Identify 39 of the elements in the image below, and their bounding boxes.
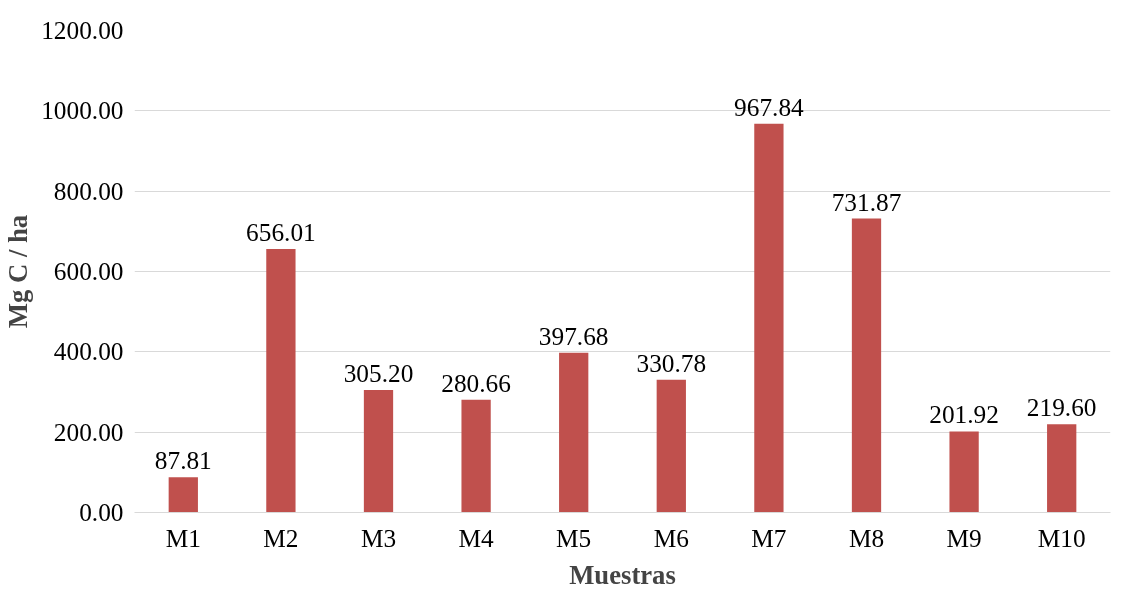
x-tick-label: M9 [946,523,982,552]
data-label: 967.84 [734,92,805,121]
bar [168,477,198,513]
data-label: 731.87 [831,187,902,216]
data-label: 330.78 [636,348,707,377]
y-tick-label: 600.00 [53,257,124,285]
bar [754,123,784,513]
y-tick-label: 200.00 [53,417,124,446]
x-tick-label: M2 [263,523,299,552]
y-tick-label: 800.00 [53,176,124,205]
data-label: 201.92 [929,400,999,429]
x-tick-label: M6 [653,523,689,552]
x-tick-label: M4 [458,523,495,552]
x-axis-title: Muestras [569,559,676,590]
bar [656,379,686,513]
bar [559,352,589,513]
data-label: 305.20 [343,358,414,387]
x-tick-label: M5 [556,523,592,552]
y-tick-label: 1000.00 [41,96,124,125]
bar [949,431,979,513]
data-label: 219.60 [1026,393,1097,422]
x-tick-label: M3 [360,523,397,552]
bar [1047,424,1077,513]
data-label: 280.66 [441,368,511,397]
bar [461,399,491,513]
bar [363,389,394,513]
x-tick-label: M7 [751,523,787,552]
y-tick-label: 1200.00 [41,16,124,44]
data-label: 656.01 [246,218,316,246]
y-axis-title: Mg C / ha [3,214,34,329]
y-tick-label: 400.00 [53,337,124,366]
y-tick-label: 0.00 [79,498,124,526]
bar [851,218,882,513]
x-tick-label: M1 [165,523,201,552]
data-label: 87.81 [154,446,212,475]
x-tick-label: M10 [1037,523,1086,552]
bar [266,249,296,513]
x-tick-label: M8 [848,523,885,552]
data-label: 397.68 [538,321,609,350]
